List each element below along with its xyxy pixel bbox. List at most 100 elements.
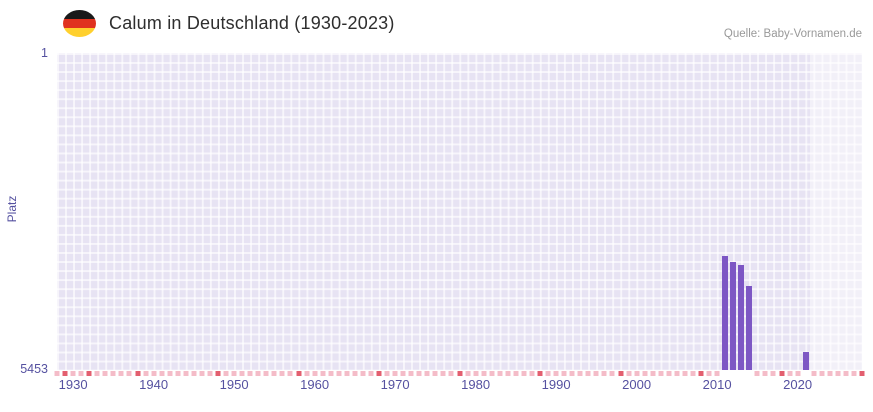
axis-mark-light: [279, 371, 285, 376]
axis-mark-light: [400, 371, 406, 376]
axis-mark-light: [432, 371, 438, 376]
axis-mark-light: [424, 371, 430, 376]
rank-bar-2011[interactable]: [722, 256, 729, 370]
axis-mark-light: [183, 371, 189, 376]
axis-mark-light: [714, 371, 720, 376]
axis-mark-light: [593, 371, 599, 376]
axis-mark-light: [440, 371, 446, 376]
axis-mark-light: [787, 371, 793, 376]
axis-mark-light: [312, 371, 318, 376]
axis-mark-light: [754, 371, 760, 376]
axis-mark-light: [287, 371, 293, 376]
axis-mark-light: [54, 371, 60, 376]
axis-mark-light: [497, 371, 503, 376]
axis-mark-light: [569, 371, 575, 376]
rank-bar-2013[interactable]: [738, 265, 745, 370]
axis-mark-light: [126, 371, 132, 376]
axis-mark-light: [167, 371, 173, 376]
axis-mark-light: [191, 371, 197, 376]
axis-mark-light: [263, 371, 269, 376]
y-axis-title: Platz: [5, 195, 19, 223]
axis-mark-light: [505, 371, 511, 376]
axis-mark-light: [521, 371, 527, 376]
y-axis-bottom-label: 5453: [20, 362, 48, 376]
axis-mark-light: [706, 371, 712, 376]
axis-mark-light: [626, 371, 632, 376]
axis-mark-dark: [618, 371, 623, 376]
axis-mark-light: [175, 371, 181, 376]
axis-mark-light: [384, 371, 390, 376]
axis-mark-light: [392, 371, 398, 376]
unranked-year-marks: [54, 371, 865, 377]
axis-mark-light: [304, 371, 310, 376]
axis-mark-light: [553, 371, 559, 376]
axis-mark-light: [360, 371, 366, 376]
axis-mark-light: [666, 371, 672, 376]
x-tick-label: 1930: [58, 377, 88, 392]
axis-mark-light: [118, 371, 124, 376]
axis-mark-light: [819, 371, 825, 376]
axis-mark-light: [416, 371, 422, 376]
axis-mark-light: [352, 371, 358, 376]
axis-mark-dark: [537, 371, 543, 376]
axis-mark-light: [642, 371, 648, 376]
source-attribution: Quelle: Baby-Vornamen.de: [723, 28, 862, 40]
axis-mark-dark: [698, 371, 704, 376]
axis-mark-light: [489, 371, 495, 376]
axis-mark-light: [368, 371, 374, 376]
axis-mark-dark: [376, 371, 382, 376]
axis-mark-light: [811, 371, 817, 376]
axis-mark-light: [94, 371, 100, 376]
axis-mark-light: [239, 371, 245, 376]
axis-mark-light: [827, 371, 833, 376]
x-tick-label: 2010: [702, 377, 732, 392]
axis-mark-light: [110, 371, 116, 376]
axis-mark-light: [601, 371, 607, 376]
axis-mark-light: [770, 371, 776, 376]
axis-mark-dark: [135, 371, 140, 376]
axis-mark-dark: [62, 371, 68, 376]
axis-mark-light: [513, 371, 519, 376]
axis-mark-dark: [296, 371, 301, 376]
axis-mark-light: [207, 371, 213, 376]
axis-mark-light: [320, 371, 326, 376]
axis-mark-light: [465, 371, 471, 376]
axis-mark-light: [223, 371, 229, 376]
axis-mark-light: [577, 371, 583, 376]
axis-mark-light: [529, 371, 535, 376]
axis-mark-light: [585, 371, 591, 376]
axis-mark-light: [690, 371, 696, 376]
axis-mark-light: [328, 371, 334, 376]
rank-bar-2012[interactable]: [730, 262, 737, 370]
axis-mark-light: [545, 371, 551, 376]
plot-area[interactable]: [57, 53, 862, 370]
axis-mark-light: [561, 371, 567, 376]
axis-mark-light: [473, 371, 479, 376]
rank-bar-2014[interactable]: [746, 285, 753, 370]
axis-mark-light: [344, 371, 350, 376]
axis-mark-light: [795, 371, 801, 376]
axis-mark-light: [481, 371, 487, 376]
x-tick-label: 2000: [622, 377, 652, 392]
rank-bar-2021[interactable]: [802, 352, 809, 370]
y-axis-top-label: 1: [41, 46, 48, 60]
x-axis: 1930 1940 1950 1960 1970 1980 1990 2000 2010 2020: [57, 377, 862, 395]
germany-flag-icon: [63, 10, 96, 37]
axis-mark-light: [70, 371, 76, 376]
axis-mark-dark: [86, 371, 92, 376]
axis-mark-dark: [779, 371, 784, 376]
x-tick-label: 1990: [541, 377, 571, 392]
axis-mark-light: [658, 371, 664, 376]
axis-mark-light: [762, 371, 768, 376]
axis-mark-light: [247, 371, 253, 376]
axis-mark-light: [151, 371, 157, 376]
x-tick-label: 1960: [300, 377, 330, 392]
axis-mark-light: [102, 371, 108, 376]
axis-mark-light: [271, 371, 277, 376]
axis-mark-dark: [457, 371, 462, 376]
axis-mark-light: [843, 371, 849, 376]
axis-mark-light: [851, 371, 857, 376]
axis-mark-light: [674, 371, 680, 376]
axis-mark-light: [255, 371, 261, 376]
